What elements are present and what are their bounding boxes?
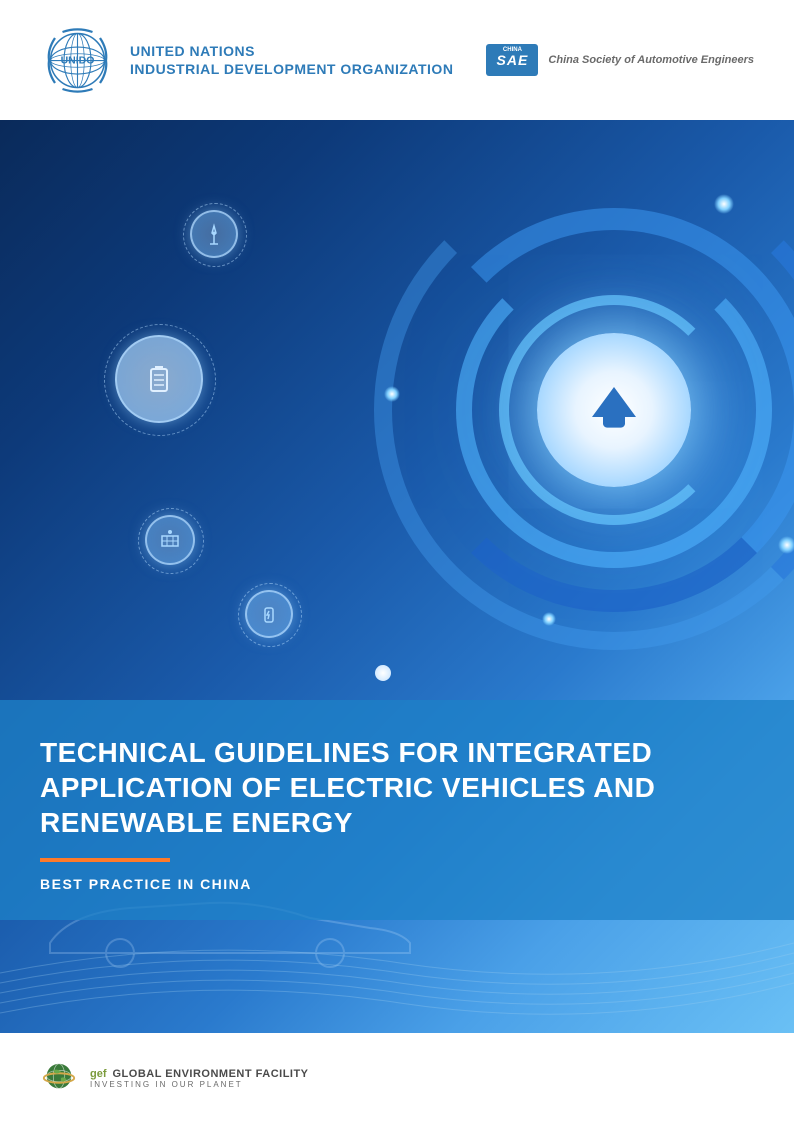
unido-org-name: UNITED NATIONS INDUSTRIAL DEVELOPMENT OR… <box>130 42 453 78</box>
document-title: TECHNICAL GUIDELINES FOR INTEGRATED APPL… <box>40 735 754 840</box>
sae-org-name: China Society of Automotive Engineers <box>548 54 754 66</box>
gef-org-name: GLOBAL ENVIRONMENT FACILITY <box>113 1068 309 1080</box>
gef-text-block: gef GLOBAL ENVIRONMENT FACILITY INVESTIN… <box>90 1068 309 1089</box>
sae-badge-top: CHINA <box>503 47 522 53</box>
solar-panel-icon <box>145 515 195 565</box>
title-underline <box>40 858 170 862</box>
document-subtitle: BEST PRACTICE IN CHINA <box>40 876 754 892</box>
charging-station-icon <box>245 590 293 638</box>
battery-icon <box>115 335 203 423</box>
hero-graphic: TECHNICAL GUIDELINES FOR INTEGRATED APPL… <box>0 120 794 1033</box>
unido-line1: UNITED NATIONS <box>130 42 453 60</box>
sae-badge-icon: CHINA SAE <box>486 44 538 76</box>
unido-line2: INDUSTRIAL DEVELOPMENT ORGANIZATION <box>130 60 453 78</box>
decorative-dot <box>375 665 391 681</box>
tech-circle-graphic <box>374 170 794 650</box>
title-line3: RENEWABLE ENERGY <box>40 805 754 840</box>
gef-tagline: INVESTING IN OUR PLANET <box>90 1080 309 1089</box>
title-line1: TECHNICAL GUIDELINES FOR INTEGRATED <box>40 735 754 770</box>
sae-logo-block: CHINA SAE China Society of Automotive En… <box>486 44 754 76</box>
gef-label: gef <box>90 1068 107 1080</box>
footer-bar: gef GLOBAL ENVIRONMENT FACILITY INVESTIN… <box>0 1033 794 1123</box>
sae-badge-main: SAE <box>497 52 529 68</box>
header-bar: UNIDO UNITED NATIONS INDUSTRIAL DEVELOPM… <box>0 0 794 120</box>
gef-globe-icon <box>40 1059 78 1097</box>
wind-turbine-icon <box>190 210 238 258</box>
center-arrow-icon <box>537 333 691 487</box>
svg-text:UNIDO: UNIDO <box>61 54 95 66</box>
title-line2: APPLICATION OF ELECTRIC VEHICLES AND <box>40 770 754 805</box>
unido-logo-block: UNIDO UNITED NATIONS INDUSTRIAL DEVELOPM… <box>40 23 453 98</box>
unido-globe-icon: UNIDO <box>40 23 115 98</box>
title-band: TECHNICAL GUIDELINES FOR INTEGRATED APPL… <box>0 700 794 920</box>
